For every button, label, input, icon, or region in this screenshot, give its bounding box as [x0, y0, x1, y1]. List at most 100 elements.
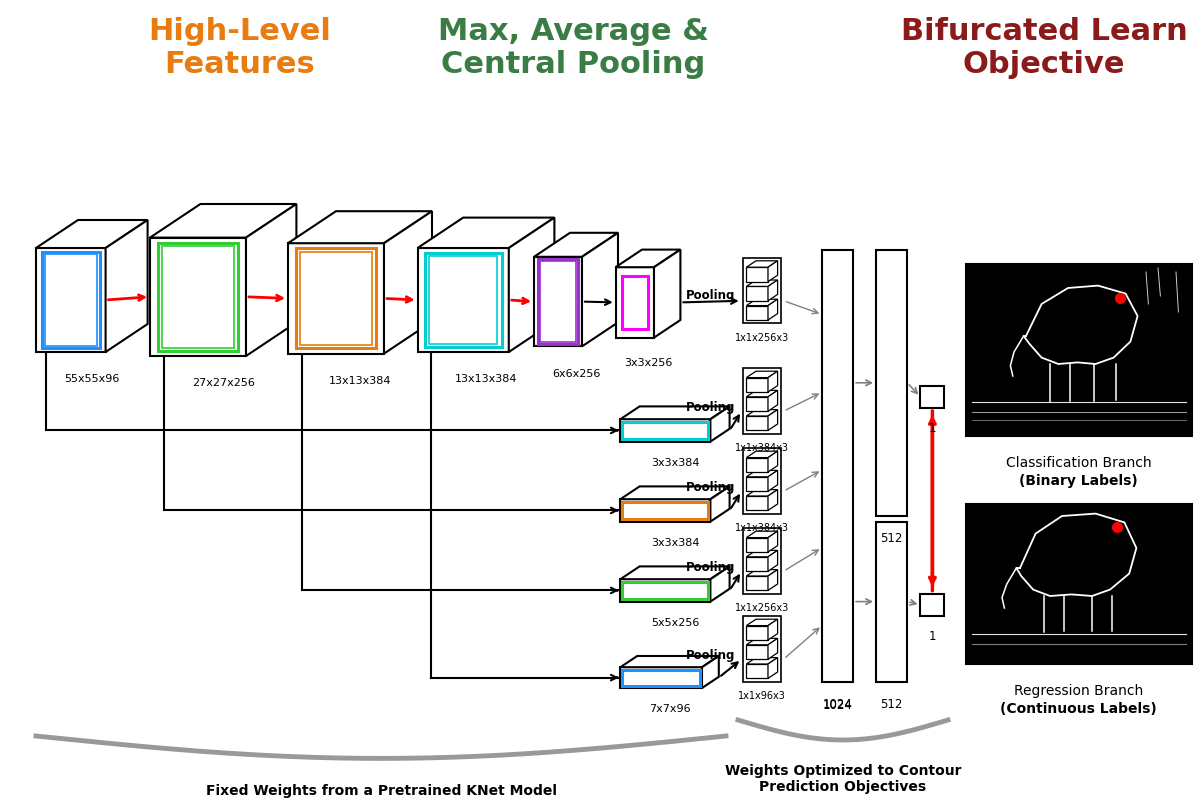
Text: Pooling: Pooling	[685, 290, 736, 302]
Text: 3x3x384: 3x3x384	[650, 538, 700, 547]
Polygon shape	[150, 204, 296, 238]
Polygon shape	[768, 490, 778, 510]
Polygon shape	[746, 490, 778, 496]
Polygon shape	[768, 638, 778, 659]
Text: (Continuous Labels): (Continuous Labels)	[1001, 702, 1157, 717]
Polygon shape	[710, 406, 730, 442]
Polygon shape	[746, 550, 778, 557]
Polygon shape	[746, 531, 778, 538]
Text: Regression Branch: Regression Branch	[1014, 684, 1144, 698]
Polygon shape	[920, 594, 944, 616]
Text: 27x27x256: 27x27x256	[192, 378, 254, 388]
Text: Pooling: Pooling	[685, 402, 736, 414]
Text: 512: 512	[881, 532, 902, 545]
Polygon shape	[150, 238, 246, 356]
Text: 1: 1	[929, 630, 936, 643]
Polygon shape	[620, 486, 730, 499]
Polygon shape	[876, 522, 907, 682]
Polygon shape	[746, 638, 778, 645]
Polygon shape	[36, 248, 106, 352]
Polygon shape	[746, 619, 778, 626]
Polygon shape	[768, 531, 778, 552]
Polygon shape	[509, 218, 554, 352]
Polygon shape	[746, 570, 778, 576]
Polygon shape	[746, 306, 768, 320]
Polygon shape	[746, 299, 778, 306]
Text: Max, Average &
Central Pooling: Max, Average & Central Pooling	[438, 17, 709, 79]
Text: High-Level
Features: High-Level Features	[149, 17, 331, 79]
Text: Weights Optimized to Contour
Prediction Objectives: Weights Optimized to Contour Prediction …	[725, 764, 961, 794]
Polygon shape	[746, 416, 768, 430]
Bar	[966, 504, 1192, 664]
Text: 3x3x256: 3x3x256	[624, 358, 672, 368]
Text: Bifurcated Learn
Objective: Bifurcated Learn Objective	[901, 17, 1187, 79]
Polygon shape	[746, 280, 778, 286]
Polygon shape	[620, 499, 710, 522]
Polygon shape	[746, 458, 768, 472]
Polygon shape	[36, 220, 148, 248]
Polygon shape	[384, 211, 432, 354]
Polygon shape	[746, 390, 778, 397]
Text: 1x1x96x3: 1x1x96x3	[738, 691, 786, 701]
Polygon shape	[768, 371, 778, 392]
Text: 6x6x256: 6x6x256	[552, 369, 600, 379]
Text: 1x1x384x3: 1x1x384x3	[734, 443, 790, 453]
Polygon shape	[418, 248, 509, 352]
Polygon shape	[746, 371, 778, 378]
Polygon shape	[876, 250, 907, 516]
Polygon shape	[106, 220, 148, 352]
Polygon shape	[620, 566, 730, 579]
Polygon shape	[246, 204, 296, 356]
Polygon shape	[768, 299, 778, 320]
Polygon shape	[768, 410, 778, 430]
Polygon shape	[288, 211, 432, 243]
Text: 512: 512	[881, 698, 902, 710]
Text: Pooling: Pooling	[685, 562, 736, 574]
Text: (Binary Labels): (Binary Labels)	[1020, 474, 1138, 488]
Polygon shape	[746, 286, 768, 301]
Text: 55x55x96: 55x55x96	[64, 374, 120, 384]
Text: Fixed Weights from a Pretrained KNet Model: Fixed Weights from a Pretrained KNet Mod…	[205, 784, 557, 798]
Text: 7x7x96: 7x7x96	[649, 704, 690, 714]
Polygon shape	[768, 550, 778, 571]
Polygon shape	[620, 579, 710, 602]
Polygon shape	[768, 451, 778, 472]
Polygon shape	[822, 250, 853, 682]
Polygon shape	[768, 658, 778, 678]
Polygon shape	[620, 667, 702, 688]
Bar	[966, 264, 1192, 436]
Text: Pooling: Pooling	[685, 650, 736, 662]
Polygon shape	[616, 250, 680, 267]
Polygon shape	[746, 496, 768, 510]
Polygon shape	[746, 557, 768, 571]
Text: 1: 1	[929, 422, 936, 435]
Polygon shape	[768, 570, 778, 590]
Polygon shape	[768, 261, 778, 282]
Polygon shape	[746, 470, 778, 477]
Polygon shape	[534, 257, 582, 346]
Text: 1024: 1024	[823, 698, 852, 710]
Polygon shape	[616, 267, 654, 338]
Polygon shape	[768, 280, 778, 301]
Text: 1024: 1024	[823, 699, 852, 712]
Polygon shape	[534, 233, 618, 257]
Text: 13x13x384: 13x13x384	[455, 374, 517, 384]
Text: Classification Branch: Classification Branch	[1006, 456, 1152, 470]
Polygon shape	[710, 486, 730, 522]
Polygon shape	[768, 390, 778, 411]
Polygon shape	[582, 233, 618, 346]
Polygon shape	[620, 406, 730, 419]
Polygon shape	[746, 378, 768, 392]
Polygon shape	[620, 419, 710, 442]
Polygon shape	[288, 243, 384, 354]
Polygon shape	[746, 397, 768, 411]
Polygon shape	[746, 477, 768, 491]
Text: Pooling: Pooling	[685, 482, 736, 494]
Text: 13x13x384: 13x13x384	[329, 376, 391, 386]
Text: 1x1x256x3: 1x1x256x3	[734, 603, 790, 613]
Polygon shape	[654, 250, 680, 338]
Text: 5x5x256: 5x5x256	[650, 618, 700, 627]
Polygon shape	[746, 451, 778, 458]
Polygon shape	[746, 626, 768, 640]
Polygon shape	[746, 658, 778, 664]
